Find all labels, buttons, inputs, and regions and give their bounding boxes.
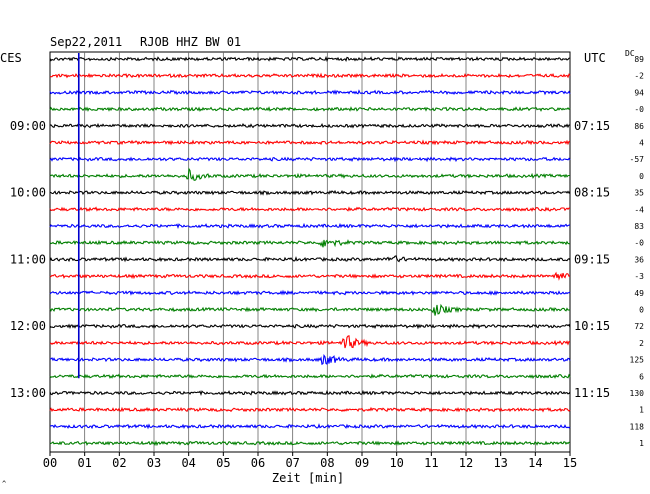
dc-offset-label: 0 bbox=[639, 306, 644, 315]
plot-frame bbox=[49, 51, 571, 453]
dc-offset-label: 1 bbox=[639, 406, 644, 415]
trace-3 bbox=[49, 89, 571, 96]
left-time-label: 11:00 bbox=[10, 252, 46, 266]
dc-offset-label: 2 bbox=[639, 339, 644, 348]
right-time-label: 07:15 bbox=[574, 119, 610, 133]
trace-1 bbox=[49, 55, 571, 63]
trace-10 bbox=[49, 206, 571, 213]
x-tick-label: 06 bbox=[251, 456, 265, 470]
dc-offset-label: 125 bbox=[630, 356, 645, 365]
dc-offset-label: 6 bbox=[639, 372, 644, 381]
dc-offset-label: 89 bbox=[634, 55, 644, 64]
trace-2 bbox=[49, 72, 571, 79]
left-time-label: 09:00 bbox=[10, 119, 46, 133]
dc-offset-label: 83 bbox=[634, 222, 644, 231]
dc-offset-label: 4 bbox=[639, 139, 644, 148]
trace-13 bbox=[49, 255, 571, 263]
trace-9 bbox=[49, 189, 571, 196]
x-axis-title: Zeit [min] bbox=[272, 471, 344, 485]
trace-17 bbox=[49, 323, 571, 330]
trace-8 bbox=[49, 167, 570, 181]
x-tick-label: 15 bbox=[563, 456, 577, 470]
right-time-label: 08:15 bbox=[574, 186, 610, 200]
trace-12 bbox=[49, 239, 571, 248]
dc-offset-label: -0 bbox=[634, 239, 644, 248]
x-tick-label: 13 bbox=[493, 456, 507, 470]
right-time-label: 10:15 bbox=[574, 319, 610, 333]
trace-5 bbox=[49, 122, 570, 129]
dc-offset-label: 35 bbox=[634, 189, 644, 198]
dc-label: DC bbox=[625, 49, 635, 58]
x-tick-label: 05 bbox=[216, 456, 230, 470]
left-time-labels: 09:00 10:00 11:00 12:00 13:00 bbox=[10, 119, 46, 400]
right-time-labels: 07:15 08:15 09:15 10:15 11:15 bbox=[574, 119, 610, 400]
trace-21 bbox=[49, 389, 571, 397]
dc-offset-label: -57 bbox=[630, 155, 645, 164]
dc-offset-label: 36 bbox=[634, 255, 644, 264]
dc-offset-label: 72 bbox=[634, 322, 644, 331]
header-station: RJOB HHZ BW 01 bbox=[140, 35, 241, 49]
trace-6 bbox=[49, 139, 571, 146]
x-tick-label: 11 bbox=[424, 456, 438, 470]
right-axis-label: UTC bbox=[584, 51, 606, 65]
dc-offset-label: -3 bbox=[634, 272, 644, 281]
trace-24 bbox=[49, 440, 571, 447]
dc-offset-label: -0 bbox=[634, 105, 644, 114]
right-time-label: 09:15 bbox=[574, 252, 610, 266]
traces bbox=[49, 55, 571, 447]
trace-20 bbox=[49, 373, 571, 380]
left-axis-label: CES bbox=[0, 51, 22, 65]
trace-18 bbox=[49, 335, 571, 349]
dc-offset-labels: 89 -2 94 -0 86 4 -57 0 35 -4 83 -0 36 -3 49 0 72 2 125 6 130… bbox=[630, 55, 645, 448]
x-tick-label: 09 bbox=[355, 456, 369, 470]
dc-offset-label: -4 bbox=[634, 205, 644, 214]
x-tick-label: 04 bbox=[181, 456, 195, 470]
right-time-label: 11:15 bbox=[574, 386, 610, 400]
dc-offset-label: 86 bbox=[634, 122, 644, 131]
x-tick-label: 10 bbox=[389, 456, 403, 470]
dc-offset-label: 118 bbox=[630, 422, 645, 431]
trace-14 bbox=[49, 271, 571, 281]
x-tick-label: 01 bbox=[77, 456, 91, 470]
corner-mark: ^ bbox=[2, 480, 6, 488]
x-tick-label: 00 bbox=[43, 456, 57, 470]
trace-4 bbox=[49, 106, 571, 112]
trace-19 bbox=[49, 354, 571, 366]
left-time-label: 13:00 bbox=[10, 386, 46, 400]
x-tick-label: 08 bbox=[320, 456, 334, 470]
left-time-label: 12:00 bbox=[10, 319, 46, 333]
dc-offset-label: 130 bbox=[630, 389, 645, 398]
header-date: Sep22,2011 bbox=[50, 35, 122, 49]
left-time-label: 10:00 bbox=[10, 186, 46, 200]
trace-23 bbox=[49, 423, 571, 430]
dc-offset-label: 1 bbox=[639, 439, 644, 448]
trace-16 bbox=[49, 303, 571, 316]
x-tick-label: 12 bbox=[459, 456, 473, 470]
x-tick-label: 02 bbox=[112, 456, 126, 470]
dc-offset-label: 94 bbox=[634, 88, 644, 97]
dc-offset-label: 0 bbox=[639, 172, 644, 181]
trace-11 bbox=[49, 222, 571, 230]
x-axis-ticks: 00 01 02 03 04 05 06 07 08 09 10 11 12 13 14 15 bbox=[43, 452, 577, 470]
x-tick-label: 03 bbox=[147, 456, 161, 470]
dc-offset-label: 49 bbox=[634, 289, 644, 298]
trace-22 bbox=[49, 406, 571, 413]
grid-lines bbox=[84, 52, 536, 452]
dc-offset-label: -2 bbox=[634, 72, 644, 81]
trace-15 bbox=[49, 289, 571, 296]
trace-7 bbox=[49, 156, 571, 163]
x-tick-label: 07 bbox=[285, 456, 299, 470]
x-tick-label: 14 bbox=[528, 456, 542, 470]
